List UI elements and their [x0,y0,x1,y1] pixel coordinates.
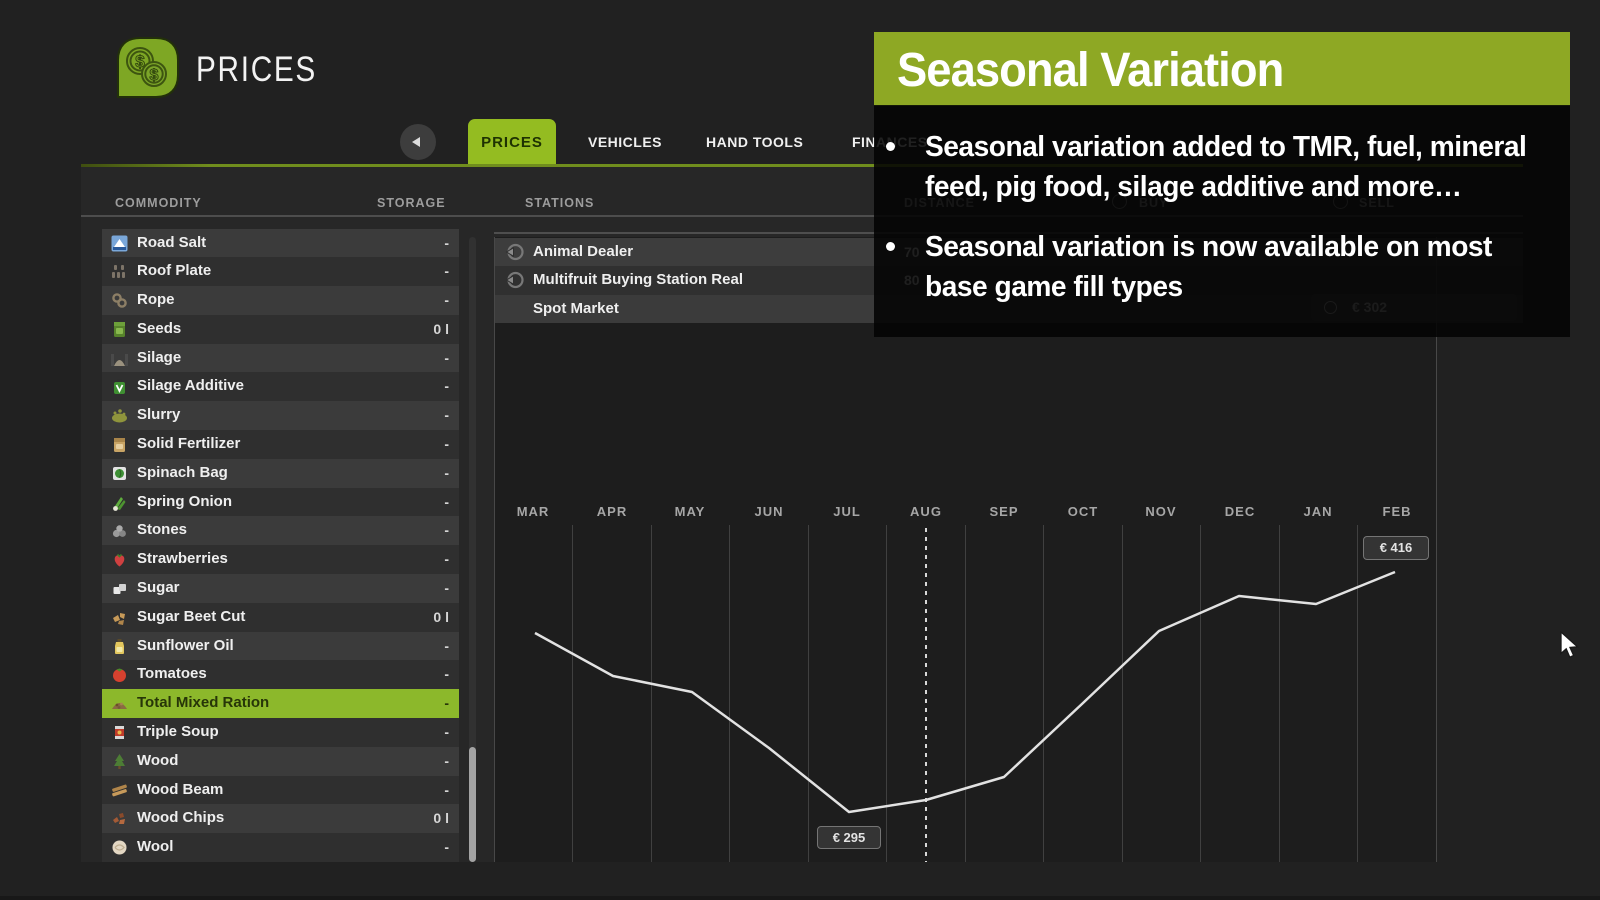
svg-text:$: $ [150,67,159,84]
svg-text:$: $ [135,52,145,71]
